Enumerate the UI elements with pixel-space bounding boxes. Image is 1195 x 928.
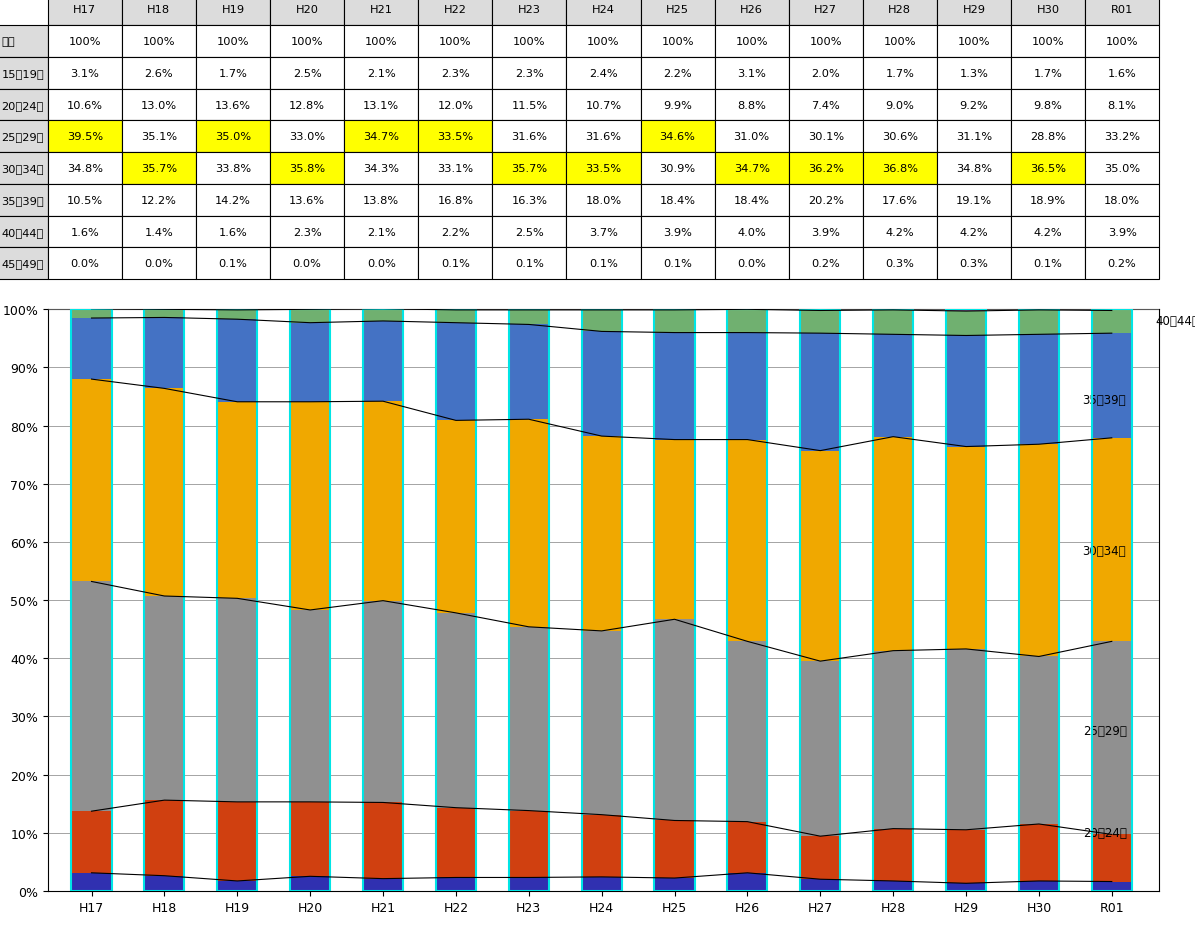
Text: 20～24歳: 20～24歳 <box>1083 826 1127 839</box>
Bar <box>145 597 184 800</box>
Bar <box>1019 335 1059 445</box>
Bar <box>72 582 111 811</box>
Bar <box>1092 311 1132 334</box>
Bar <box>801 310 840 311</box>
Bar <box>363 601 403 803</box>
Bar <box>436 807 476 878</box>
Bar <box>655 620 694 820</box>
Text: 30～34歳: 30～34歳 <box>1083 545 1126 558</box>
Bar <box>217 599 257 802</box>
Bar <box>509 419 549 627</box>
Bar <box>874 309 913 311</box>
Bar <box>217 320 257 403</box>
Bar <box>1092 882 1132 891</box>
Bar <box>290 323 330 403</box>
Bar <box>1092 310 1132 311</box>
Bar <box>728 440 767 641</box>
Bar <box>1019 311 1059 335</box>
Bar <box>363 309 403 322</box>
Bar <box>801 311 840 334</box>
Bar <box>145 800 184 876</box>
Bar <box>946 883 986 891</box>
Bar <box>946 650 986 830</box>
Bar <box>290 611 330 802</box>
Bar <box>582 436 621 631</box>
Bar <box>363 803 403 879</box>
Bar <box>582 311 621 332</box>
Bar <box>217 403 257 599</box>
Bar <box>874 311 913 335</box>
Bar <box>363 402 403 601</box>
Bar <box>874 829 913 881</box>
Bar <box>1092 438 1132 641</box>
Bar <box>582 815 621 877</box>
Bar <box>874 437 913 651</box>
Bar <box>1019 881 1059 891</box>
Bar <box>509 627 549 811</box>
Bar <box>1019 445 1059 657</box>
Bar <box>728 641 767 822</box>
Bar <box>946 312 986 336</box>
Bar <box>582 332 621 436</box>
Bar <box>72 873 111 891</box>
Bar <box>655 820 694 878</box>
Bar <box>1092 334 1132 438</box>
Bar <box>801 334 840 451</box>
Bar <box>145 318 184 389</box>
Bar <box>801 879 840 891</box>
Bar <box>1019 824 1059 881</box>
Bar <box>509 325 549 419</box>
Text: 35～39歳: 35～39歳 <box>1083 393 1126 406</box>
Bar <box>509 878 549 891</box>
Bar <box>436 613 476 807</box>
Bar <box>72 811 111 873</box>
Bar <box>1019 657 1059 824</box>
Bar <box>1092 834 1132 882</box>
Bar <box>874 651 913 829</box>
Bar <box>582 877 621 891</box>
Bar <box>290 876 330 891</box>
Bar <box>363 879 403 891</box>
Bar <box>946 336 986 447</box>
Bar <box>946 447 986 650</box>
Bar <box>145 389 184 597</box>
Bar <box>655 440 694 620</box>
Bar <box>217 802 257 881</box>
Bar <box>145 876 184 891</box>
Bar <box>290 802 330 876</box>
Bar <box>145 310 184 318</box>
Bar <box>801 662 840 836</box>
Bar <box>946 830 986 883</box>
Bar <box>582 631 621 815</box>
Bar <box>874 335 913 437</box>
Bar <box>72 380 111 582</box>
Bar <box>946 310 986 312</box>
Bar <box>217 311 257 320</box>
Bar <box>728 310 767 333</box>
Bar <box>363 322 403 402</box>
Bar <box>509 311 549 325</box>
Bar <box>436 421 476 613</box>
Bar <box>801 836 840 879</box>
Bar <box>436 311 476 323</box>
Bar <box>72 309 111 318</box>
Bar <box>728 333 767 440</box>
Bar <box>290 310 330 323</box>
Text: 25～29歳: 25～29歳 <box>1083 725 1127 738</box>
Bar <box>436 878 476 891</box>
Bar <box>801 451 840 662</box>
Bar <box>509 811 549 878</box>
Bar <box>655 333 694 440</box>
Bar <box>290 403 330 611</box>
Bar <box>728 873 767 891</box>
Bar <box>1092 641 1132 834</box>
Bar <box>217 881 257 891</box>
Bar <box>655 311 694 333</box>
Bar <box>72 318 111 380</box>
Bar <box>655 878 694 891</box>
Bar <box>728 822 767 873</box>
Bar <box>436 323 476 421</box>
Text: 40～44歳: 40～44歳 <box>1156 316 1195 329</box>
Bar <box>874 881 913 891</box>
